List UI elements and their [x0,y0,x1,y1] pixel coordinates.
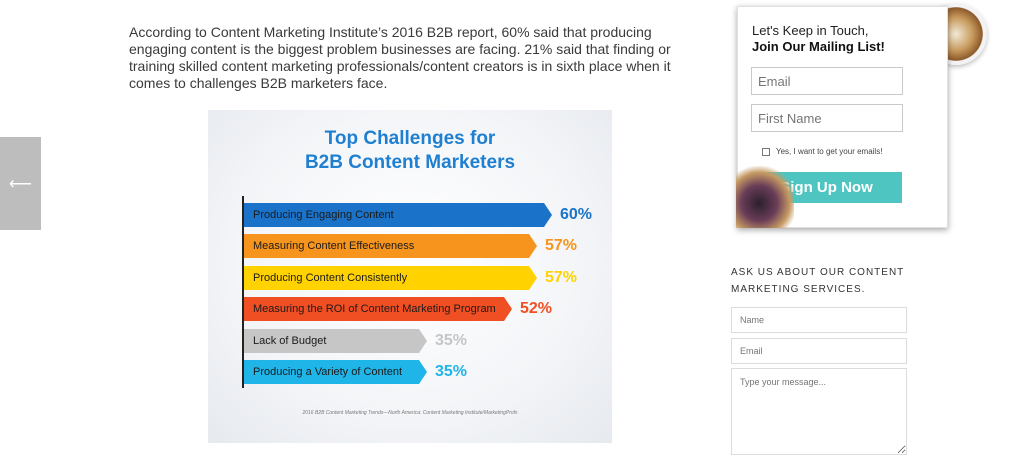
bar-value-label: 35% [435,363,468,380]
bar-label: Lack of Budget [244,329,419,353]
bar-3: Producing Content Consistently 57% [244,266,577,290]
bar-tip [529,234,537,258]
bar-label: Measuring Content Effectiveness [244,234,529,258]
bar-value-label: 35% [435,332,468,349]
bar-6: Producing a Variety of Content 35% [244,360,467,384]
infographic-source: 2016 B2B Content Marketing Trends—North … [302,410,518,416]
popup-subheading: Join Our Mailing List! [752,39,885,54]
bar-tip [529,266,537,290]
bar-value-label: 57% [545,237,578,254]
bar-value-label: 57% [545,269,578,286]
bar-label: Producing a Variety of Content [244,360,419,384]
bar-tip [504,297,512,321]
arrow-left-icon: ⟵ [9,175,32,193]
back-arrow-button[interactable]: ⟵ [0,137,41,230]
pencils-image [736,166,794,228]
bar-label: Measuring the ROI of Content Marketing P… [244,297,504,321]
infographic-title-line2: B2B Content Marketers [304,152,516,173]
chart-axis-line [242,196,244,388]
bar-4: Measuring the ROI of Content Marketing P… [244,297,552,321]
bar-5: Lack of Budget 35% [244,329,467,353]
bar-value-label: 60% [560,206,593,223]
challenges-infographic: Top Challenges for B2B Content Marketers… [208,110,612,443]
infographic-title-line1: Top Challenges for [324,128,496,149]
bar-1: Producing Engaging Content 60% [244,203,592,227]
bar-tip [419,329,427,353]
popup-email-input[interactable] [751,67,903,95]
bar-tip [419,360,427,384]
contact-name-input[interactable] [731,307,907,333]
article-paragraph: According to Content Marketing Institute… [129,24,671,91]
bar-2: Measuring Content Effectiveness 57% [244,234,577,258]
bar-label: Producing Engaging Content [244,203,544,227]
popup-first-name-input[interactable] [751,104,903,132]
popup-heading: Let's Keep in Touch, [752,23,869,38]
mailing-list-popup: Let's Keep in Touch, Join Our Mailing Li… [737,6,948,228]
bar-label: Producing Content Consistently [244,266,529,290]
contact-email-input[interactable] [731,338,907,364]
bar-chart: Producing Engaging Content 60% Measuring C… [244,203,604,393]
bar-tip [544,203,552,227]
checkbox-icon[interactable] [762,147,770,156]
checkbox-label: Yes, I want to get your emails! [776,147,883,156]
bar-value-label: 52% [520,300,553,317]
contact-message-textarea[interactable] [731,368,907,455]
contact-heading: ASK US ABOUT OUR CONTENT MARKETING SERVI… [731,267,905,295]
email-consent-checkbox[interactable]: Yes, I want to get your emails! [762,147,882,156]
